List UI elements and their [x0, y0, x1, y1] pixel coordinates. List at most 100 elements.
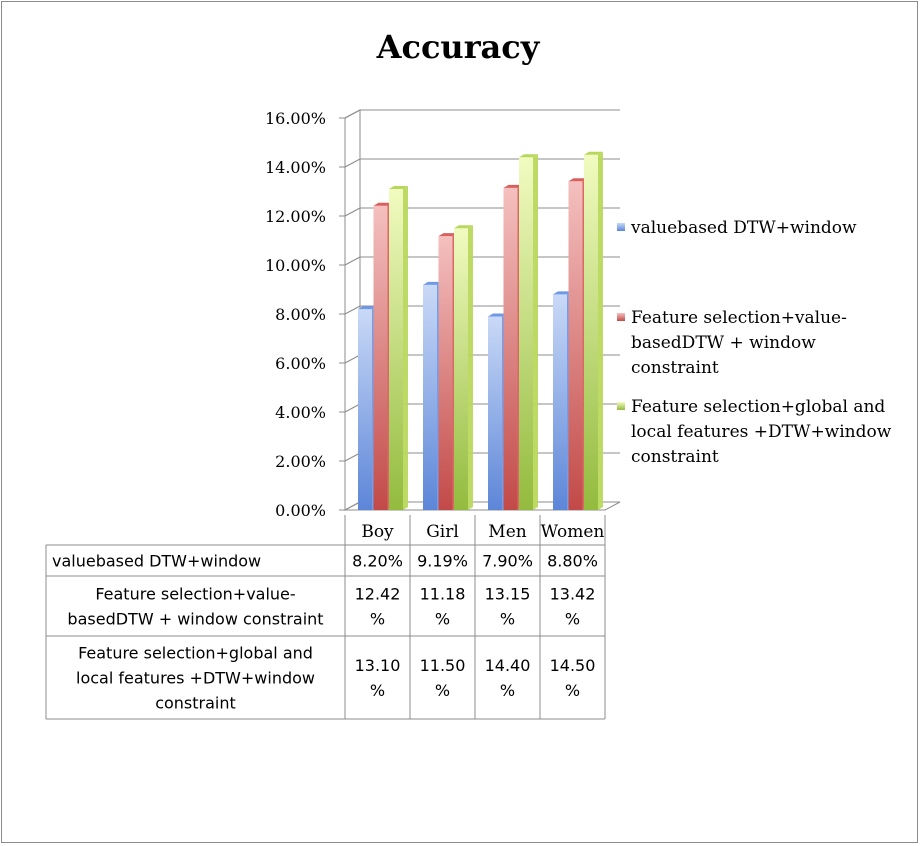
legend-entry: Feature selection+value-basedDTW + windo…: [617, 308, 847, 378]
category-label: Girl: [426, 522, 459, 542]
table-cell: %: [370, 681, 385, 700]
bar-front: [438, 236, 453, 510]
category-label: Women: [541, 522, 605, 542]
table-cell: 13.15: [485, 585, 531, 604]
row-label: local features +DTW+window: [76, 669, 315, 688]
chart-title: Accuracy: [376, 28, 541, 66]
gridline-side: [344, 158, 361, 168]
bar-front: [454, 228, 468, 510]
legend-label: Feature selection+value-: [631, 308, 847, 328]
gridline-side: [344, 354, 361, 364]
legend-swatch: [617, 313, 625, 321]
table-cell: 12.42: [355, 585, 401, 604]
table-cell: %: [435, 681, 450, 700]
legend-label: constraint: [631, 358, 719, 378]
table-cell: 13.42: [550, 585, 596, 604]
table-cell: %: [565, 681, 580, 700]
table-cell: 7.90%: [482, 552, 533, 571]
table-row: Feature selection+value-basedDTW + windo…: [67, 585, 595, 629]
table-cell: 14.40: [485, 656, 531, 675]
category-label: Men: [488, 522, 526, 542]
y-tick-label: 12.00%: [265, 207, 326, 226]
plot-area: 0.00% 2.00% 4.00% 6.00% 8.00% 10.00% 12.00% 14.…: [265, 109, 621, 520]
legend: valuebased DTW+window Feature selection+v…: [617, 218, 892, 467]
bar-group: [358, 151, 603, 511]
bar-front: [358, 309, 372, 510]
gridline-side: [344, 256, 361, 266]
legend-label: local features +DTW+window: [631, 422, 892, 442]
table-cell: 9.19%: [417, 552, 468, 571]
gridline-side: [344, 305, 361, 315]
gridline-side: [344, 403, 361, 413]
table-cell: 8.80%: [547, 552, 598, 571]
y-tick-label: 6.00%: [275, 354, 326, 373]
row-label: Feature selection+value-: [95, 585, 295, 604]
bar-top: [553, 291, 572, 295]
y-tick-label: 14.00%: [265, 158, 326, 177]
table-cell: %: [565, 610, 580, 629]
bar-front: [584, 154, 598, 510]
category-label: Boy: [361, 522, 394, 542]
bar-front: [488, 316, 502, 510]
gridline-side: [344, 501, 361, 511]
bar-top: [503, 184, 523, 188]
bar-top: [454, 225, 473, 229]
bar-top: [488, 313, 507, 317]
bar-top: [568, 178, 588, 182]
bar: [454, 225, 473, 510]
gridline-side: [344, 109, 361, 119]
table-cell: %: [500, 610, 515, 629]
bar-side: [598, 151, 603, 510]
legend-entry: valuebased DTW+window: [617, 218, 857, 238]
bar-top: [438, 233, 458, 237]
bar-top: [389, 186, 408, 190]
bar-front: [568, 181, 583, 510]
table-cell: %: [435, 610, 450, 629]
bar-front: [389, 189, 403, 511]
bar-top: [358, 306, 377, 310]
table-cell: 14.50: [550, 656, 596, 675]
y-tick-label: 4.00%: [275, 403, 326, 422]
table-cell: %: [500, 681, 515, 700]
row-label: basedDTW + window constraint: [67, 610, 323, 629]
table-row: Feature selection+global and local featur…: [76, 644, 595, 713]
bar-front: [423, 284, 437, 510]
row-label: valuebased DTW+window: [52, 552, 261, 571]
bar: [519, 154, 538, 510]
bar-front: [519, 157, 533, 510]
bar-top: [423, 281, 442, 285]
table-cell: 8.20%: [352, 552, 403, 571]
bar-side: [468, 225, 473, 510]
bar: [584, 151, 603, 510]
bar: [389, 186, 408, 511]
bar-front: [553, 294, 567, 510]
table-row: valuebased DTW+window 8.20% 9.19% 7.90% 8.80…: [52, 552, 598, 571]
bar-top: [373, 202, 393, 206]
legend-entry: Feature selection+global and local featur…: [617, 397, 892, 467]
bar-side: [403, 186, 408, 511]
table-cell: 11.18: [420, 585, 466, 604]
bar-front: [503, 187, 518, 510]
legend-label: valuebased DTW+window: [630, 218, 857, 238]
y-tick-label: 0.00%: [275, 501, 326, 520]
bar-front: [373, 205, 388, 510]
row-label: Feature selection+global and: [78, 644, 313, 663]
legend-label: basedDTW + window: [631, 333, 816, 353]
y-tick-label: 8.00%: [275, 305, 326, 324]
y-tick-label: 10.00%: [265, 256, 326, 275]
table-cell: %: [370, 610, 385, 629]
table-cell: 13.10: [355, 656, 401, 675]
legend-label: constraint: [631, 447, 719, 467]
bar-top: [519, 154, 538, 158]
y-tick-label: 16.00%: [265, 109, 326, 128]
legend-label: Feature selection+global and: [631, 397, 885, 417]
gridline-side: [344, 207, 361, 217]
row-label: constraint: [155, 694, 236, 713]
bar-side: [533, 154, 538, 510]
legend-swatch: [617, 223, 625, 231]
bar-top: [584, 151, 603, 155]
table-cell: 11.50: [420, 656, 466, 675]
y-tick-label: 2.00%: [275, 452, 326, 471]
